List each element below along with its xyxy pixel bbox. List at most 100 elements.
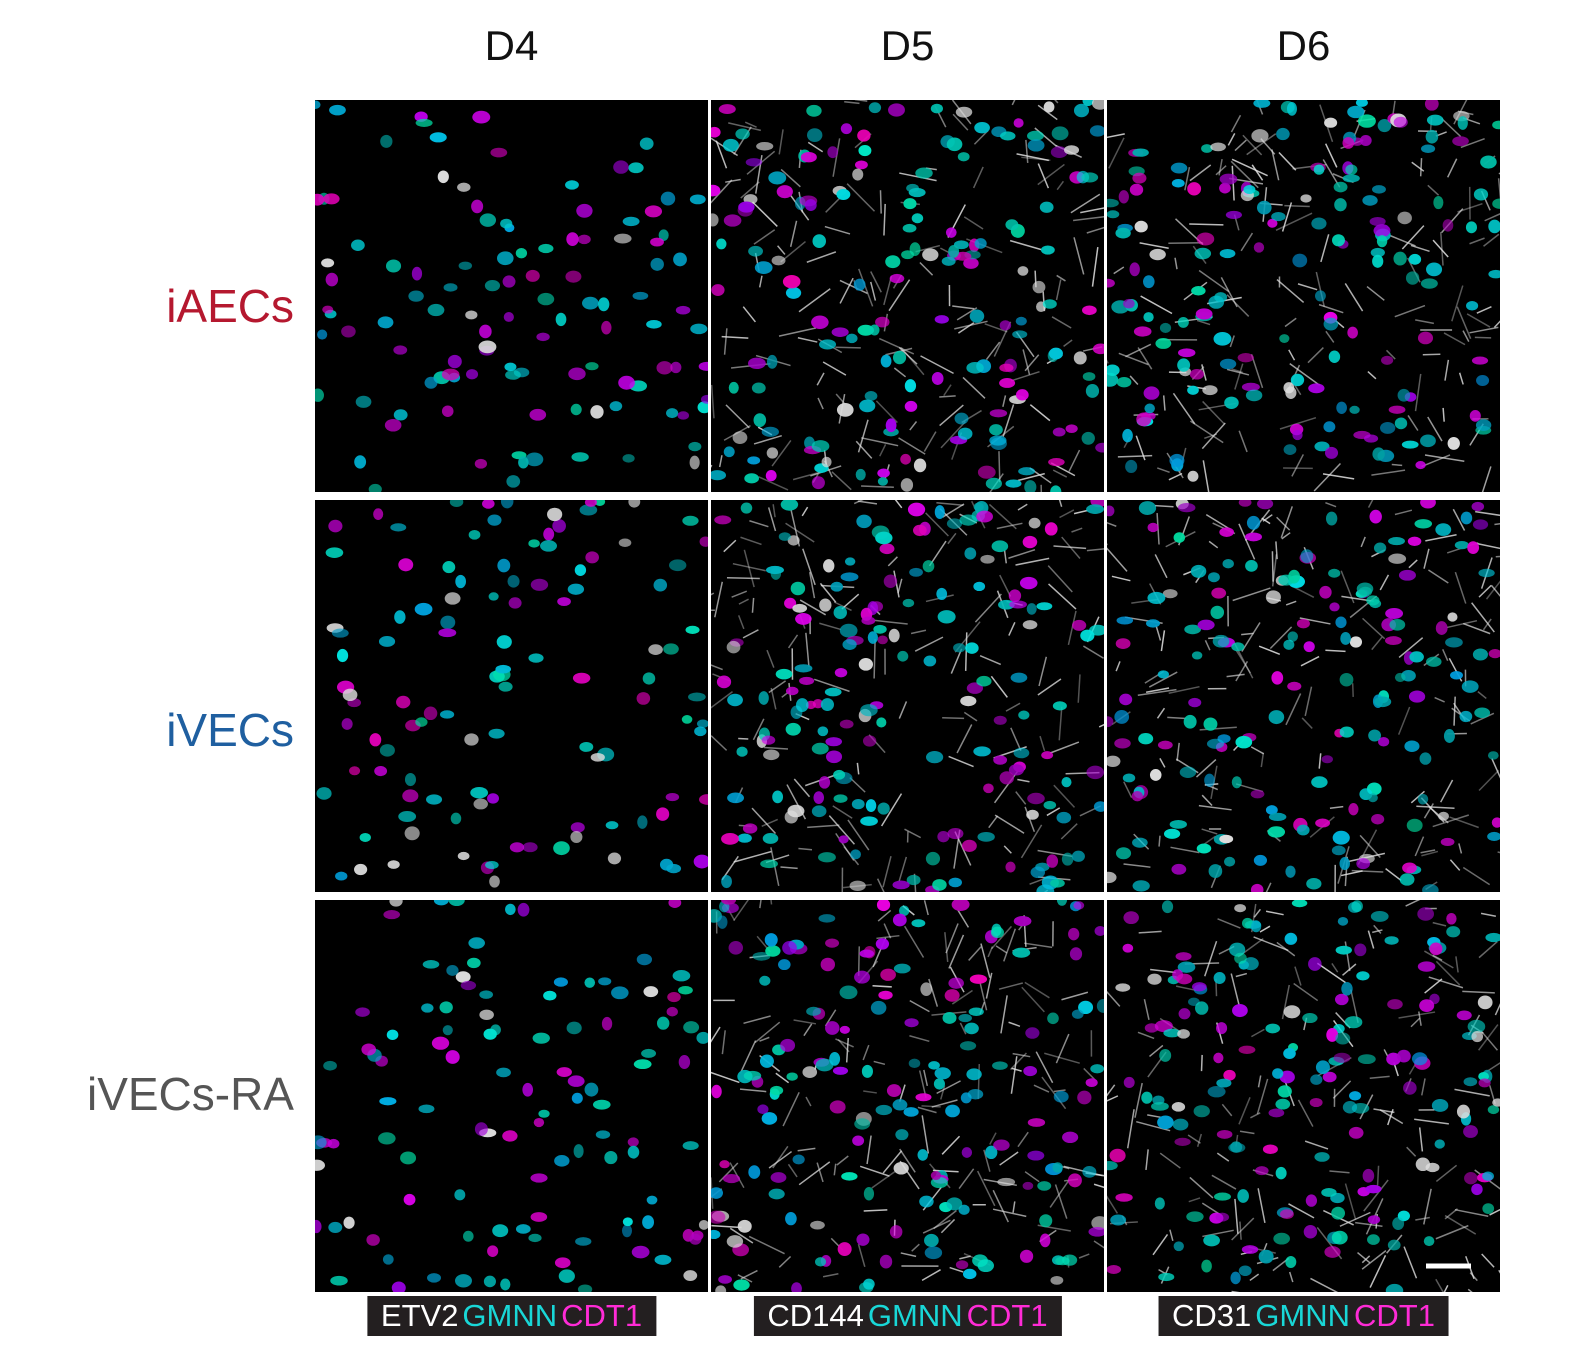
nucleus: [942, 1012, 957, 1024]
nucleus: [859, 399, 876, 413]
nucleus: [393, 409, 408, 421]
nucleus: [682, 1141, 699, 1151]
membrane-stain: [909, 1035, 930, 1043]
membrane-stain: [1424, 978, 1443, 994]
membrane-stain: [1389, 234, 1416, 247]
membrane-stain: [1051, 316, 1072, 329]
nucleus: [571, 452, 589, 462]
membrane-stain: [1471, 602, 1495, 633]
nucleus: [689, 455, 700, 470]
nucleus: [666, 863, 682, 874]
nucleus: [1393, 251, 1407, 266]
membrane-stain: [768, 680, 787, 694]
nucleus: [1283, 1048, 1296, 1060]
nucleus: [1397, 388, 1411, 402]
nucleus: [1369, 509, 1382, 524]
membrane-stain: [849, 777, 866, 793]
nucleus: [552, 519, 566, 533]
nucleus: [800, 152, 817, 163]
membrane-stain: [798, 847, 813, 851]
nucleus: [855, 468, 866, 481]
nucleus: [1129, 262, 1140, 277]
nucleus: [1081, 431, 1095, 445]
nucleus: [384, 418, 402, 432]
nucleus: [1314, 441, 1330, 452]
membrane-stain: [1484, 213, 1500, 222]
nucleus: [1469, 409, 1481, 422]
nucleus: [1022, 620, 1038, 630]
nucleus: [1344, 1016, 1363, 1029]
membrane-stain: [964, 632, 968, 671]
nucleus: [1032, 280, 1046, 294]
membrane-stain: [899, 1148, 916, 1173]
nucleus: [328, 519, 343, 533]
nucleus: [833, 769, 846, 780]
membrane-stain: [1235, 650, 1252, 674]
nucleus: [1321, 755, 1333, 764]
membrane-stain: [920, 355, 954, 375]
nucleus: [685, 625, 700, 635]
nucleus: [383, 910, 400, 920]
membrane-stain: [1063, 339, 1073, 347]
membrane-stain: [1435, 1164, 1458, 1183]
nucleus: [931, 372, 944, 385]
channel-name: CDT1: [1354, 1298, 1435, 1333]
membrane-stain: [914, 636, 944, 652]
membrane-stain: [1265, 882, 1272, 892]
nucleus: [1122, 943, 1134, 953]
nucleus: [839, 623, 858, 638]
membrane-stain: [1498, 1269, 1500, 1274]
membrane-stain: [1010, 1052, 1027, 1071]
membrane-stain: [1432, 239, 1449, 258]
membrane-stain: [1478, 769, 1500, 792]
nucleus: [398, 558, 414, 572]
nucleus: [1043, 101, 1055, 113]
nucleus: [839, 719, 854, 729]
membrane-stain: [723, 539, 737, 553]
nucleus: [1283, 1005, 1301, 1019]
nucleus: [1488, 648, 1500, 659]
nucleus: [1069, 947, 1083, 961]
nucleus: [474, 1122, 488, 1136]
membrane-stain: [1392, 100, 1396, 115]
nucleus: [1385, 1283, 1404, 1292]
nucleus: [555, 312, 567, 327]
nucleus: [863, 1187, 875, 1201]
membrane-stain: [1478, 941, 1498, 959]
nucleus: [873, 624, 887, 634]
membrane-stain: [1231, 368, 1243, 374]
nucleus: [1173, 1241, 1184, 1252]
nucleus: [948, 877, 962, 888]
nucleus: [1280, 1209, 1294, 1220]
membrane-stain: [898, 1084, 906, 1102]
membrane-stain: [859, 1165, 890, 1177]
membrane-stain: [737, 615, 745, 630]
nucleus: [785, 722, 801, 736]
membrane-stain: [1257, 1075, 1262, 1088]
membrane-stain: [1423, 548, 1430, 569]
membrane-stain: [1435, 960, 1461, 986]
nucleus: [1378, 736, 1390, 747]
micrograph: [1107, 500, 1500, 892]
nucleus: [489, 875, 500, 888]
nucleus: [506, 475, 521, 488]
nucleus: [1019, 576, 1038, 590]
nucleus: [768, 171, 787, 185]
nucleus: [1184, 624, 1201, 635]
membrane-stain: [1039, 735, 1046, 752]
nucleus: [443, 283, 458, 292]
nucleus: [1331, 1206, 1346, 1220]
nucleus: [466, 369, 479, 380]
membrane-stain: [1261, 517, 1271, 525]
nucleus: [442, 1025, 453, 1036]
nucleus: [1161, 900, 1174, 914]
membrane-stain: [778, 327, 817, 337]
nucleus: [955, 106, 973, 118]
nucleus: [728, 941, 744, 955]
membrane-stain: [751, 807, 777, 834]
membrane-stain: [1288, 1203, 1315, 1219]
membrane-stain: [753, 434, 782, 445]
nucleus: [1050, 1275, 1064, 1285]
nucleus: [678, 985, 693, 995]
membrane-stain: [846, 183, 876, 212]
